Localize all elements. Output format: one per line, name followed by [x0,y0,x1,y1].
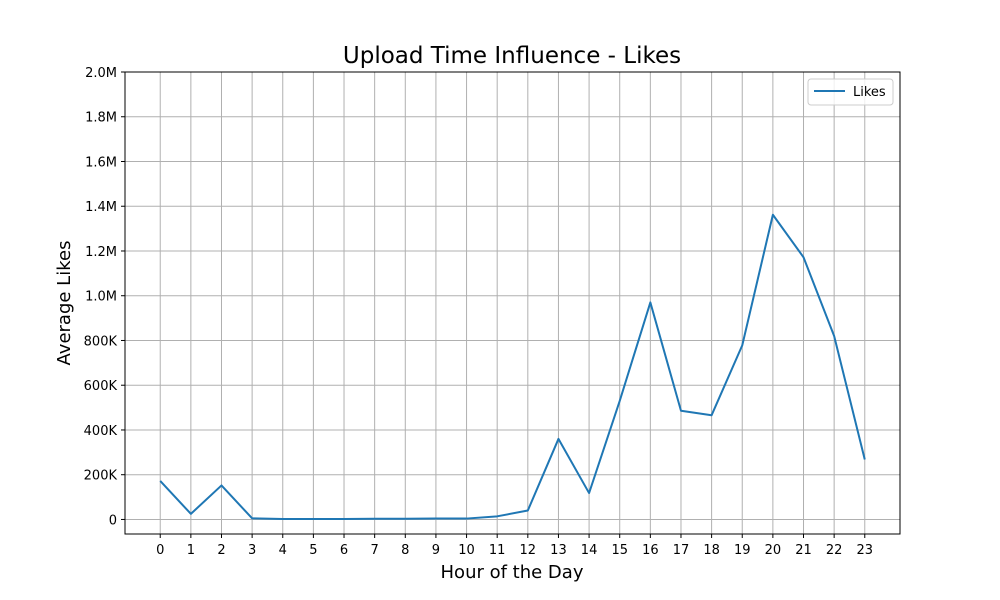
x-tick-label: 16 [642,543,659,558]
x-tick-label: 19 [734,543,751,558]
x-tick-label: 20 [765,543,782,558]
x-tick-label: 3 [248,543,256,558]
x-tick-label: 8 [401,543,409,558]
x-tick-label: 15 [611,543,628,558]
x-tick-label: 6 [340,543,348,558]
y-axis-ticks: 0 200K 400K 600K 800K 1.0M 1.2M 1.4M 1.6M 1.8M 2.0… [84,66,125,528]
y-tick-label: 200K [84,469,118,484]
y-tick-label: 1.0M [85,290,117,305]
y-tick-label: 2.0M [85,66,117,81]
chart-title: Upload Time Influence - Likes [343,43,681,69]
series-lines [159,213,866,521]
y-tick-label: 1.8M [85,111,117,126]
x-tick-label: 11 [489,543,506,558]
y-tick-label: 1.4M [85,200,117,215]
y-tick-label: 0 [109,513,117,528]
y-tick-label: 400K [84,424,118,439]
y-tick-label: 600K [84,379,118,394]
x-axis-ticks: 0 1 2 3 4 5 6 7 8 9 10 11 12 13 14 15 16 17 18 19 20 21 22 23 [156,534,873,558]
x-tick-label: 0 [156,543,164,558]
x-tick-label: 21 [795,543,812,558]
y-tick-label: 800K [84,334,118,349]
series-line-likes [159,213,866,521]
x-tick-label: 5 [309,543,317,558]
x-tick-label: 18 [703,543,720,558]
legend-box [807,78,894,106]
y-tick-label: 1.2M [85,245,117,260]
x-tick-label: 13 [550,543,567,558]
x-tick-label: 10 [458,543,475,558]
x-tick-label: 23 [856,543,873,558]
x-tick-label: 1 [187,543,195,558]
legend: Likes [807,78,894,106]
x-tick-label: 22 [826,543,843,558]
y-tick-label: 1.6M [85,155,117,170]
x-tick-label: 12 [520,543,537,558]
x-tick-label: 2 [217,543,225,558]
x-tick-label: 14 [581,543,598,558]
legend-label-likes: Likes [853,85,886,100]
x-tick-label: 17 [673,543,690,558]
y-axis-label: Average Likes [54,241,75,366]
x-axis-label: Hour of the Day [441,562,584,583]
x-tick-label: 9 [432,543,440,558]
plot-area-frame [124,71,901,535]
x-tick-label: 4 [279,543,287,558]
x-tick-label: 7 [371,543,379,558]
